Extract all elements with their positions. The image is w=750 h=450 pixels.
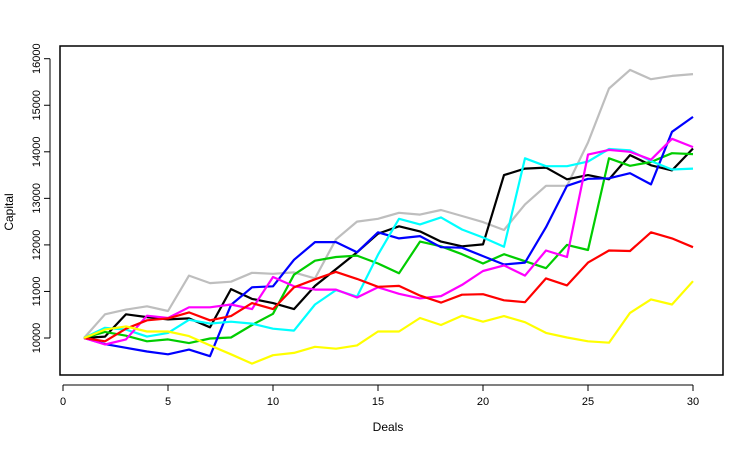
plot-frame: [59, 45, 724, 376]
y-axis: 10000 11000 12000 13000 14000 15000 16000: [31, 43, 51, 354]
y-tick-label: 12000: [31, 230, 43, 261]
y-tick-label: 13000: [31, 183, 43, 214]
x-tick-label: 30: [687, 396, 699, 408]
x-tick-label: 5: [165, 396, 171, 408]
x-tick-label: 10: [267, 396, 279, 408]
series-line-6: [83, 137, 694, 346]
y-tick-label: 10000: [31, 323, 43, 354]
x-tick-label: 0: [60, 396, 66, 408]
y-tick-label: 11000: [31, 277, 43, 307]
y-tick-label: 14000: [31, 137, 43, 168]
x-tick-label: 20: [477, 396, 489, 408]
x-tick-label: 15: [372, 396, 384, 408]
series-line-1: [83, 68, 694, 339]
series-line-8: [83, 280, 694, 365]
y-tick-label: 15000: [31, 90, 43, 121]
x-tick-label: 25: [582, 396, 594, 408]
y-axis-title: Capital: [2, 193, 16, 230]
y-tick-label: 16000: [31, 43, 43, 74]
series-layer: [83, 68, 694, 365]
series-line-3: [83, 152, 694, 345]
series-line-2: [83, 147, 694, 340]
x-axis-title: Deals: [373, 420, 404, 434]
x-axis: 0 5 10 15 20 25 30: [60, 384, 699, 408]
series-line-5: [83, 147, 694, 339]
series-line-7: [83, 231, 694, 343]
